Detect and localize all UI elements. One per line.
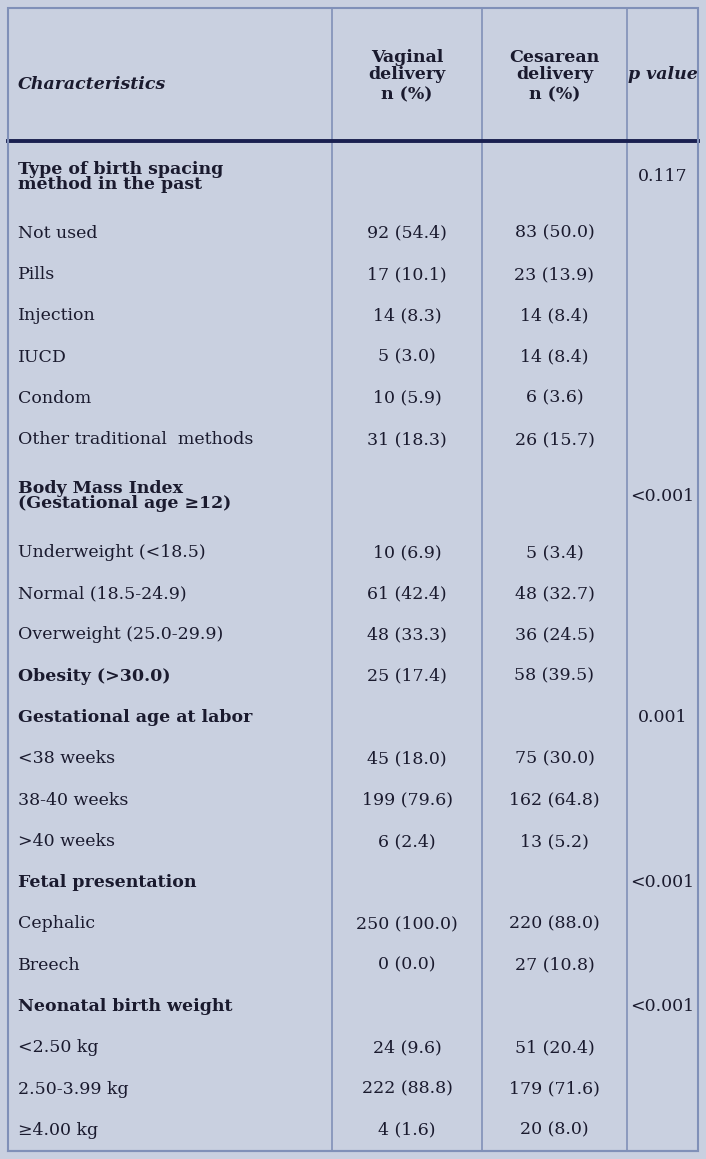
Text: 83 (50.0): 83 (50.0) [515, 225, 594, 242]
Text: 24 (9.6): 24 (9.6) [373, 1040, 441, 1056]
Text: Pills: Pills [18, 265, 55, 283]
Text: 0.117: 0.117 [638, 168, 688, 185]
Text: 0 (0.0): 0 (0.0) [378, 956, 436, 974]
Text: 5 (3.0): 5 (3.0) [378, 349, 436, 365]
Text: Body Mass Index: Body Mass Index [18, 480, 183, 497]
Text: 36 (24.5): 36 (24.5) [515, 627, 594, 643]
Text: Overweight (25.0-29.9): Overweight (25.0-29.9) [18, 627, 223, 643]
Text: 17 (10.1): 17 (10.1) [367, 265, 447, 283]
Text: 2.50-3.99 kg: 2.50-3.99 kg [18, 1080, 128, 1098]
Text: 13 (5.2): 13 (5.2) [520, 833, 589, 850]
Text: 38-40 weeks: 38-40 weeks [18, 792, 128, 809]
Text: Type of birth spacing: Type of birth spacing [18, 161, 223, 177]
Text: <38 weeks: <38 weeks [18, 750, 115, 767]
Text: 14 (8.4): 14 (8.4) [520, 349, 589, 365]
Text: Condom: Condom [18, 389, 91, 407]
Text: 5 (3.4): 5 (3.4) [526, 544, 583, 561]
Text: Fetal presentation: Fetal presentation [18, 874, 196, 891]
Text: Normal (18.5-24.9): Normal (18.5-24.9) [18, 585, 186, 603]
Text: Cesarean: Cesarean [509, 49, 599, 66]
Text: Other traditional  methods: Other traditional methods [18, 431, 253, 449]
Text: 92 (54.4): 92 (54.4) [367, 225, 447, 242]
Text: 26 (15.7): 26 (15.7) [515, 431, 594, 449]
Text: 250 (100.0): 250 (100.0) [356, 916, 458, 933]
Text: Underweight (<18.5): Underweight (<18.5) [18, 544, 205, 561]
Text: 58 (39.5): 58 (39.5) [515, 668, 594, 685]
Text: 0.001: 0.001 [638, 709, 687, 726]
Text: Not used: Not used [18, 225, 97, 242]
Text: 10 (6.9): 10 (6.9) [373, 544, 441, 561]
Text: 51 (20.4): 51 (20.4) [515, 1040, 594, 1056]
Text: 61 (42.4): 61 (42.4) [367, 585, 447, 603]
Text: <0.001: <0.001 [630, 998, 695, 1015]
Text: 10 (5.9): 10 (5.9) [373, 389, 441, 407]
Text: 162 (64.8): 162 (64.8) [509, 792, 600, 809]
Text: delivery: delivery [369, 66, 445, 83]
Text: 6 (3.6): 6 (3.6) [526, 389, 583, 407]
Text: 75 (30.0): 75 (30.0) [515, 750, 594, 767]
Text: Cephalic: Cephalic [18, 916, 95, 933]
Text: 14 (8.3): 14 (8.3) [373, 307, 441, 325]
Text: method in the past: method in the past [18, 176, 202, 192]
Text: (Gestational age ≥12): (Gestational age ≥12) [18, 495, 232, 512]
Text: 20 (8.0): 20 (8.0) [520, 1122, 589, 1139]
Text: p value: p value [628, 66, 698, 83]
Text: 27 (10.8): 27 (10.8) [515, 956, 594, 974]
Text: <0.001: <0.001 [630, 874, 695, 891]
Text: 6 (2.4): 6 (2.4) [378, 833, 436, 850]
Text: 48 (33.3): 48 (33.3) [367, 627, 447, 643]
Text: 25 (17.4): 25 (17.4) [367, 668, 447, 685]
Text: <0.001: <0.001 [630, 488, 695, 504]
Text: 4 (1.6): 4 (1.6) [378, 1122, 436, 1139]
Text: Characteristics: Characteristics [18, 76, 166, 93]
Text: 179 (71.6): 179 (71.6) [509, 1080, 600, 1098]
Text: Injection: Injection [18, 307, 96, 325]
Text: n (%): n (%) [529, 86, 580, 103]
Text: n (%): n (%) [381, 86, 433, 103]
Text: 199 (79.6): 199 (79.6) [361, 792, 453, 809]
Text: delivery: delivery [516, 66, 593, 83]
Text: 31 (18.3): 31 (18.3) [367, 431, 447, 449]
Text: 48 (32.7): 48 (32.7) [515, 585, 594, 603]
Text: Obesity (>30.0): Obesity (>30.0) [18, 668, 171, 685]
Text: 23 (13.9): 23 (13.9) [515, 265, 594, 283]
Text: <2.50 kg: <2.50 kg [18, 1040, 99, 1056]
Text: Neonatal birth weight: Neonatal birth weight [18, 998, 232, 1015]
Text: Breech: Breech [18, 956, 80, 974]
Text: 220 (88.0): 220 (88.0) [509, 916, 600, 933]
Text: 14 (8.4): 14 (8.4) [520, 307, 589, 325]
Text: Vaginal: Vaginal [371, 49, 443, 66]
Text: 222 (88.8): 222 (88.8) [361, 1080, 453, 1098]
Text: >40 weeks: >40 weeks [18, 833, 115, 850]
Text: IUCD: IUCD [18, 349, 67, 365]
Text: 45 (18.0): 45 (18.0) [367, 750, 447, 767]
Text: ≥4.00 kg: ≥4.00 kg [18, 1122, 98, 1139]
Text: Gestational age at labor: Gestational age at labor [18, 709, 252, 726]
